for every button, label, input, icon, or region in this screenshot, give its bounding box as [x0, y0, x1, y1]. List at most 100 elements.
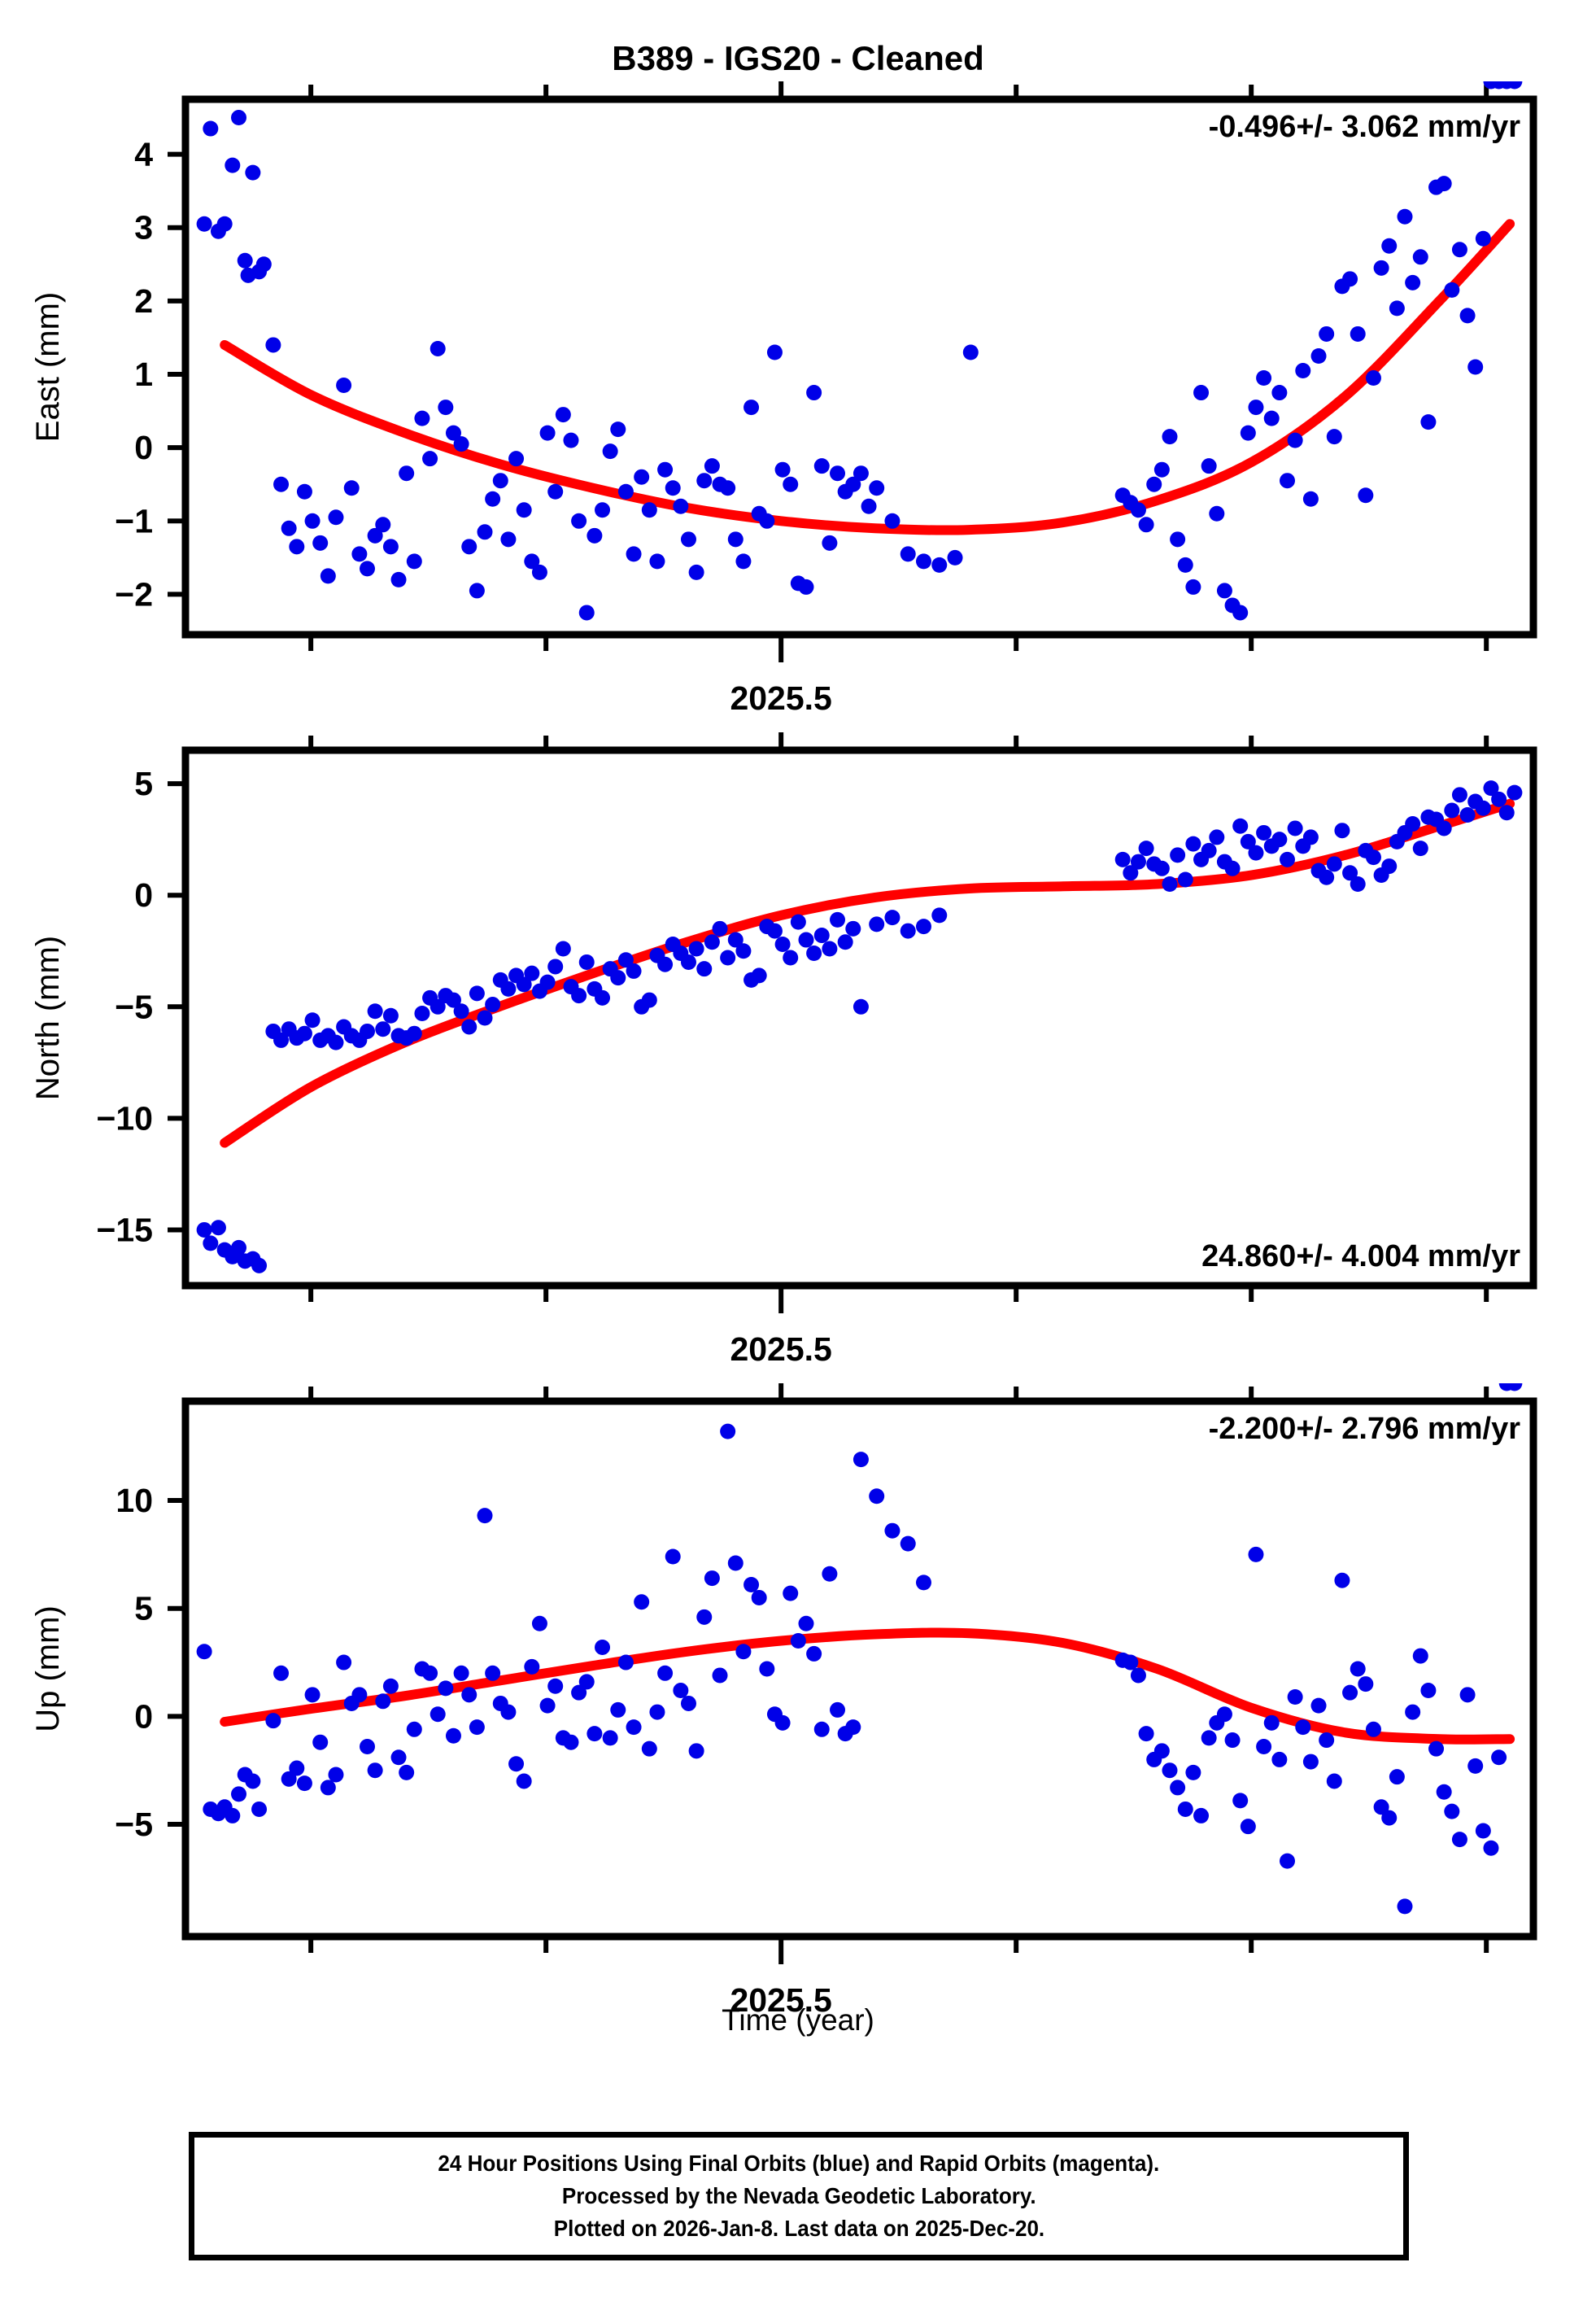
data-point	[1185, 836, 1201, 852]
data-point	[783, 1585, 799, 1601]
data-point	[547, 959, 564, 975]
data-point	[245, 164, 261, 181]
data-point	[438, 400, 454, 416]
data-point	[1365, 370, 1381, 387]
data-point	[578, 954, 595, 970]
data-point	[1459, 308, 1476, 324]
data-point	[461, 1687, 477, 1703]
data-point	[196, 216, 212, 232]
data-point	[774, 461, 791, 478]
data-point	[1271, 385, 1288, 401]
data-point	[688, 941, 704, 957]
data-point	[1326, 856, 1342, 872]
y-tick-label: −1	[115, 502, 153, 539]
data-point	[1185, 579, 1201, 595]
data-point	[1287, 1688, 1303, 1705]
data-point	[617, 952, 634, 968]
y-tick-label: −5	[115, 1806, 153, 1843]
data-point	[265, 1713, 281, 1729]
data-point	[947, 549, 963, 566]
y-tick-label: 1	[134, 356, 153, 393]
data-point	[1412, 1648, 1428, 1664]
data-point	[806, 385, 822, 401]
data-point	[500, 1704, 517, 1720]
data-point	[673, 498, 689, 514]
data-point	[1342, 865, 1358, 881]
plot-frame	[181, 746, 1537, 1290]
data-point	[1475, 800, 1491, 816]
data-point	[774, 937, 791, 953]
data-point	[1459, 1687, 1476, 1703]
data-point	[783, 476, 799, 492]
data-point	[1170, 847, 1186, 863]
data-point	[367, 527, 383, 544]
data-point	[492, 473, 508, 489]
data-series-up	[196, 1383, 1523, 1915]
data-point	[1263, 410, 1280, 426]
fit-curve	[220, 798, 1515, 1148]
y-tick-label: 4	[134, 136, 153, 173]
data-point	[704, 1570, 720, 1587]
data-point	[360, 561, 376, 577]
data-point	[1412, 841, 1428, 857]
data-point	[547, 1678, 564, 1694]
data-point	[1507, 784, 1523, 801]
data-point	[774, 1714, 791, 1731]
data-point	[360, 1739, 376, 1755]
data-point	[1412, 249, 1428, 265]
data-point	[610, 970, 626, 986]
data-point	[1358, 1676, 1374, 1692]
data-point	[1177, 557, 1193, 573]
data-point	[328, 509, 344, 526]
data-point	[1123, 865, 1139, 881]
data-point	[453, 436, 469, 452]
data-point	[595, 1639, 611, 1655]
data-point	[390, 1749, 407, 1766]
data-point	[1216, 583, 1232, 599]
data-point	[304, 1687, 321, 1703]
data-point	[296, 1025, 312, 1042]
data-point	[634, 469, 650, 485]
data-point	[1491, 1749, 1507, 1766]
data-point	[351, 546, 368, 562]
footer-note-box: 24 Hour Positions Using Final Orbits (bl…	[189, 2132, 1409, 2260]
data-point	[1491, 791, 1507, 807]
data-point	[1483, 1840, 1499, 1856]
data-point	[469, 583, 485, 599]
data-point	[1444, 802, 1460, 819]
data-point	[273, 1032, 290, 1048]
data-point	[453, 1665, 469, 1681]
data-point	[657, 461, 674, 478]
data-point	[1280, 851, 1296, 867]
data-point	[304, 1012, 321, 1029]
x-tick-label: 2025.5	[730, 1981, 831, 2018]
data-point	[626, 963, 642, 979]
data-point	[1271, 1751, 1288, 1767]
data-point	[1280, 473, 1296, 489]
data-point	[1334, 823, 1350, 839]
x-tick-label: 2025.5	[730, 1330, 831, 1367]
data-point	[524, 553, 540, 570]
data-point	[1193, 1807, 1210, 1823]
data-point	[1451, 787, 1467, 803]
data-point	[375, 1021, 391, 1037]
data-point	[626, 546, 642, 562]
data-point	[1232, 1793, 1249, 1809]
data-point	[547, 483, 564, 500]
data-point	[1201, 1730, 1217, 1746]
data-point	[312, 1734, 329, 1750]
data-point	[422, 451, 438, 467]
data-point	[516, 502, 532, 518]
data-point	[806, 1645, 822, 1662]
data-point	[1224, 860, 1241, 876]
x-axis-label: Time (year)	[722, 2003, 874, 2037]
data-point	[1358, 487, 1374, 504]
data-point	[830, 465, 846, 482]
data-point	[508, 1756, 525, 1772]
data-point	[336, 378, 352, 394]
data-point	[1153, 1743, 1170, 1759]
data-point	[1216, 1706, 1232, 1723]
data-point	[578, 605, 595, 621]
data-point	[1310, 347, 1327, 364]
